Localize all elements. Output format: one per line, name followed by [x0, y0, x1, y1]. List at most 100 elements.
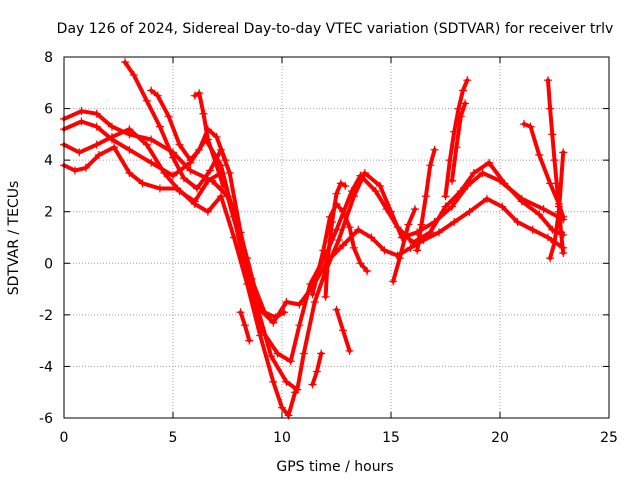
data-point-plus [339, 241, 348, 250]
data-point-plus [430, 145, 439, 154]
data-point-plus [395, 254, 404, 263]
data-point-plus [478, 169, 487, 178]
data-point-plus [212, 161, 221, 170]
data-point-plus [81, 163, 90, 172]
data-point-plus [225, 169, 234, 178]
data-point-plus [203, 135, 212, 144]
data-point-plus [147, 135, 156, 144]
series-track-12 [448, 99, 470, 185]
data-point-plus [282, 297, 291, 306]
data-point-plus [155, 122, 164, 131]
data-point-plus [356, 259, 365, 268]
series-track-5 [121, 58, 289, 322]
series-line [62, 119, 566, 364]
data-point-plus [256, 331, 265, 340]
x-tick-label: 10 [273, 430, 291, 446]
data-point-plus [236, 308, 245, 317]
data-point-plus [458, 86, 467, 95]
data-point-plus [347, 187, 356, 196]
data-point-plus [448, 176, 457, 185]
data-point-plus [186, 166, 195, 175]
data-point-plus [456, 112, 465, 121]
data-point-plus [360, 169, 369, 178]
data-point-plus [406, 243, 415, 252]
data-point-plus [354, 225, 363, 234]
data-point-plus [195, 89, 204, 98]
y-tick-label: 0 [44, 256, 53, 272]
data-point-plus [336, 179, 345, 188]
data-point-plus [339, 326, 348, 335]
series-track-2 [60, 117, 568, 366]
data-point-plus [278, 403, 286, 412]
data-point-plus [107, 122, 116, 131]
data-point-plus [169, 171, 177, 180]
data-point-plus [419, 236, 428, 245]
series-line [443, 78, 470, 199]
series-line [62, 109, 566, 392]
data-point-plus [356, 171, 365, 180]
data-point-plus [559, 248, 568, 257]
data-point-plus [273, 349, 282, 358]
data-point-plus [434, 228, 443, 237]
x-tick-label: 15 [382, 430, 400, 446]
plot-frame [63, 56, 610, 419]
data-point-plus [142, 140, 151, 149]
data-point-plus [452, 143, 461, 152]
data-point-plus [554, 207, 563, 216]
data-point-plus [539, 205, 548, 214]
series-track-4 [60, 143, 300, 420]
data-point-plus [421, 192, 430, 201]
data-point-plus [456, 187, 465, 196]
data-point-plus [175, 140, 184, 149]
data-point-plus [243, 279, 252, 288]
series-line [149, 88, 228, 163]
data-point-plus [550, 156, 559, 165]
data-point-plus [519, 120, 528, 129]
data-point-plus [334, 236, 343, 245]
data-point-plus [164, 112, 173, 121]
data-point-plus [269, 377, 278, 386]
data-point-plus [345, 223, 354, 232]
data-point-plus [410, 205, 419, 214]
y-tick-label: 6 [44, 102, 53, 118]
grid-lines [64, 57, 609, 418]
data-point-plus [441, 192, 450, 201]
series-track-17 [332, 305, 354, 355]
data-point-plus [308, 380, 317, 389]
data-point-plus [345, 346, 354, 355]
data-point-plus [450, 218, 459, 227]
data-point-plus [186, 156, 195, 165]
data-point-plus [535, 210, 544, 219]
data-point-plus [110, 143, 119, 152]
series-track-1 [60, 107, 568, 394]
data-point-plus [142, 96, 151, 105]
data-point-plus [125, 169, 134, 178]
data-point-plus [280, 308, 289, 317]
series-track-6 [147, 86, 230, 165]
series-track-19 [389, 205, 419, 286]
data-point-plus [426, 161, 435, 170]
data-point-plus [382, 205, 391, 214]
data-point-plus [230, 233, 239, 242]
data-point-plus [203, 176, 212, 185]
y-tick-label: 4 [44, 153, 53, 169]
data-point-plus [129, 71, 138, 80]
data-point-plus [203, 207, 212, 216]
data-point-plus [367, 233, 376, 242]
data-point-plus [92, 109, 101, 118]
data-point-plus [308, 290, 317, 299]
series-track-18 [308, 349, 326, 389]
data-point-plus [461, 99, 470, 108]
data-point-plus [485, 158, 494, 167]
data-point-plus [312, 367, 321, 376]
y-tick-label: -2 [39, 308, 53, 324]
y-axis-label: SDTVAR / TECUs [6, 181, 22, 296]
data-point-plus [393, 223, 402, 232]
data-point-plus [70, 166, 79, 175]
data-point-plus [559, 148, 568, 157]
data-point-plus [557, 228, 566, 237]
data-point-plus [513, 218, 522, 227]
data-point-plus [543, 76, 552, 85]
data-point-plus [138, 179, 147, 188]
